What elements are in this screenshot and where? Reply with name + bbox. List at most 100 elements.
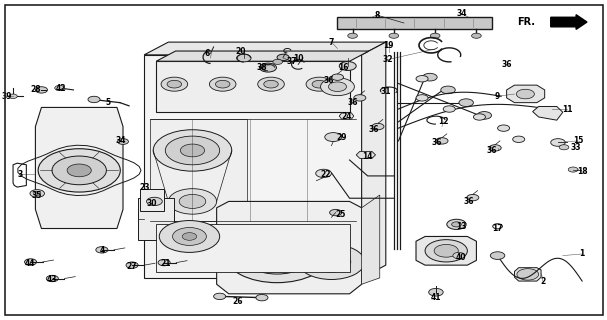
Text: 36: 36 — [368, 125, 379, 134]
Circle shape — [429, 288, 443, 296]
Circle shape — [153, 130, 232, 171]
Text: FR.: FR. — [517, 17, 535, 27]
Circle shape — [67, 164, 91, 177]
Circle shape — [328, 82, 347, 92]
Circle shape — [441, 86, 455, 94]
Text: 43: 43 — [47, 275, 58, 284]
Circle shape — [312, 252, 351, 272]
Text: 8: 8 — [374, 11, 379, 20]
Circle shape — [434, 244, 458, 257]
Circle shape — [24, 259, 36, 265]
Text: 36: 36 — [486, 146, 497, 155]
Circle shape — [165, 136, 220, 165]
Text: 42: 42 — [56, 84, 67, 93]
Circle shape — [325, 132, 342, 141]
Circle shape — [312, 80, 327, 88]
Circle shape — [158, 260, 170, 266]
Text: 40: 40 — [456, 253, 467, 262]
Circle shape — [214, 293, 226, 300]
Polygon shape — [144, 55, 362, 278]
Circle shape — [30, 190, 44, 197]
Circle shape — [559, 145, 569, 150]
Circle shape — [472, 33, 481, 38]
Circle shape — [489, 145, 501, 151]
Text: 1: 1 — [580, 250, 585, 259]
Circle shape — [422, 73, 437, 81]
Circle shape — [416, 76, 428, 82]
Circle shape — [273, 59, 282, 64]
Circle shape — [242, 237, 312, 274]
Polygon shape — [144, 42, 386, 55]
Polygon shape — [337, 17, 492, 29]
Text: 34: 34 — [456, 9, 467, 18]
Text: 35: 35 — [32, 190, 42, 200]
Circle shape — [182, 233, 197, 240]
Text: 13: 13 — [456, 222, 467, 231]
Circle shape — [416, 95, 428, 101]
Circle shape — [215, 80, 230, 88]
Text: 39: 39 — [2, 92, 12, 101]
Circle shape — [179, 195, 206, 208]
Text: 31: 31 — [381, 87, 391, 96]
Circle shape — [430, 33, 440, 38]
Circle shape — [226, 228, 328, 283]
Polygon shape — [515, 268, 541, 281]
Circle shape — [389, 33, 399, 38]
Text: 26: 26 — [232, 297, 243, 306]
Circle shape — [180, 144, 205, 157]
Polygon shape — [140, 189, 164, 211]
Text: 17: 17 — [492, 224, 503, 233]
Polygon shape — [156, 224, 350, 271]
Circle shape — [298, 244, 365, 279]
Circle shape — [159, 220, 220, 252]
Text: 33: 33 — [571, 143, 582, 152]
Polygon shape — [532, 107, 563, 120]
Circle shape — [354, 95, 366, 101]
Circle shape — [477, 112, 492, 119]
Text: 15: 15 — [573, 136, 583, 145]
Polygon shape — [416, 236, 476, 265]
Text: 20: 20 — [236, 47, 246, 56]
Text: 36: 36 — [347, 98, 358, 107]
Polygon shape — [362, 195, 380, 284]
Circle shape — [372, 123, 384, 130]
Text: 29: 29 — [336, 133, 347, 142]
Circle shape — [264, 80, 278, 88]
Text: 4: 4 — [99, 246, 104, 255]
Text: 30: 30 — [147, 198, 157, 207]
Polygon shape — [150, 119, 247, 220]
Text: 3: 3 — [18, 170, 23, 179]
Circle shape — [209, 77, 236, 91]
Polygon shape — [356, 151, 376, 158]
Circle shape — [447, 219, 466, 229]
Text: 14: 14 — [362, 152, 373, 161]
Circle shape — [467, 195, 479, 201]
Circle shape — [167, 80, 181, 88]
Circle shape — [459, 99, 473, 107]
Circle shape — [316, 169, 331, 178]
Circle shape — [330, 209, 342, 216]
Circle shape — [443, 106, 455, 112]
Circle shape — [320, 78, 354, 96]
Text: 12: 12 — [438, 117, 449, 126]
Circle shape — [126, 262, 138, 268]
Text: 27: 27 — [127, 262, 137, 271]
Circle shape — [55, 85, 64, 91]
Text: 18: 18 — [577, 167, 588, 176]
Text: 16: 16 — [338, 63, 349, 72]
Text: 36: 36 — [501, 60, 512, 69]
Circle shape — [513, 136, 524, 142]
Text: 5: 5 — [106, 98, 110, 107]
Text: 36: 36 — [432, 138, 443, 147]
Circle shape — [517, 89, 534, 99]
Circle shape — [46, 275, 58, 282]
Circle shape — [35, 87, 47, 93]
Polygon shape — [35, 108, 123, 228]
Polygon shape — [156, 51, 369, 61]
Circle shape — [339, 61, 356, 70]
Circle shape — [9, 94, 17, 99]
Polygon shape — [217, 201, 362, 294]
Text: 37: 37 — [287, 57, 297, 66]
Circle shape — [256, 294, 268, 301]
Polygon shape — [507, 85, 544, 103]
